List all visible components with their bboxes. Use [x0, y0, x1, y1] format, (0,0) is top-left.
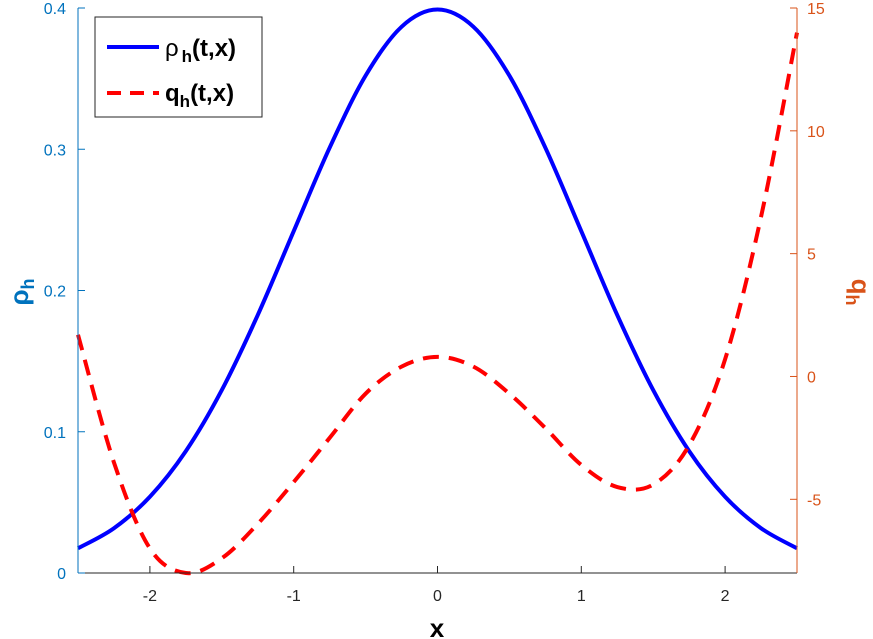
legend-box — [94, 16, 263, 118]
rho-point-16 — [651, 388, 655, 392]
x-axis-label: x — [430, 613, 445, 639]
x-tick-label: 2 — [721, 588, 730, 605]
q-point-14 — [579, 463, 583, 467]
legend-rho-sub: h — [182, 47, 192, 66]
q-point-4 — [220, 556, 224, 560]
q-point-11 — [471, 364, 475, 368]
rho-point-5 — [256, 313, 260, 317]
rho-point-1 — [112, 526, 116, 530]
right-tick-label: 5 — [807, 247, 816, 264]
left-axis-label: ρh — [4, 278, 38, 305]
rho-point-3 — [184, 449, 188, 453]
rho-point-19 — [759, 526, 763, 530]
right-tick-label: 15 — [807, 1, 825, 18]
q-point-5 — [256, 522, 260, 526]
q-point-1 — [112, 460, 116, 464]
left-axis-label-main: ρ — [4, 289, 34, 305]
left-tick-label: 0 — [57, 566, 66, 583]
q-point-2 — [148, 546, 152, 550]
legend-label-rho: ρ h(t,x) — [165, 35, 236, 66]
left-tick-label: 0.4 — [44, 1, 66, 18]
q-point-9 — [399, 364, 403, 368]
legend: ρ h(t,x) qh(t,x) — [94, 16, 263, 118]
left-axis-label-sub: h — [18, 278, 38, 289]
legend-label-q: qh(t,x) — [165, 80, 234, 111]
series-line-rho — [77, 7, 798, 551]
left-tick-label: 0.1 — [44, 425, 66, 442]
legend-q-main: q — [165, 80, 180, 107]
rho-point-15 — [615, 313, 619, 317]
right-tick-label: 0 — [807, 369, 816, 386]
legend-rho-main: ρ — [165, 35, 179, 62]
axes-layer: -2 -1 0 1 2 0 0.1 0.2 0.3 0.4 -5 0 5 10 15 — [44, 1, 825, 605]
q-point-19 — [759, 215, 763, 219]
legend-q-sub: h — [180, 92, 190, 111]
right-tick-label: 10 — [807, 124, 825, 141]
rho-point-13 — [543, 145, 547, 149]
x-tick-label: -1 — [287, 588, 301, 605]
q-point-7 — [327, 436, 331, 440]
x-tick-label: 0 — [433, 588, 442, 605]
right-tick-label: -5 — [807, 492, 821, 509]
rho-point-12 — [507, 73, 511, 77]
q-point-6 — [292, 480, 296, 484]
svg-text:qh: qh — [842, 279, 873, 306]
q-point-15 — [615, 485, 619, 489]
rho-point-2 — [148, 495, 152, 499]
rho-point-6 — [292, 229, 296, 233]
q-point-16 — [651, 482, 655, 486]
legend-rho-suffix: (t,x) — [192, 35, 236, 62]
left-tick-label: 0.3 — [44, 142, 66, 159]
q-point-12 — [507, 391, 511, 395]
q-point-8 — [363, 391, 367, 395]
rho-point-8 — [363, 73, 367, 77]
x-tick-label: -2 — [143, 588, 157, 605]
rho-point-11 — [471, 25, 475, 29]
rho-point-18 — [723, 495, 727, 499]
q-point-18 — [723, 357, 727, 361]
rho-point-4 — [220, 388, 224, 392]
right-axis-label-sub: h — [842, 294, 862, 305]
rho-point-14 — [579, 229, 583, 233]
x-tick-label: 1 — [577, 588, 586, 605]
rho-point-9 — [399, 25, 403, 29]
rho-point-7 — [327, 145, 331, 149]
right-axis-label: qh — [842, 279, 873, 306]
q-point-13 — [543, 426, 547, 430]
svg-text:ρh: ρh — [4, 278, 38, 305]
legend-q-suffix: (t,x) — [190, 80, 234, 107]
q-point-17 — [687, 443, 691, 447]
right-axis-label-main: q — [846, 279, 873, 295]
rho-point-10 — [435, 7, 439, 11]
q-point-10 — [435, 355, 439, 359]
left-tick-label: 0.2 — [44, 284, 66, 301]
